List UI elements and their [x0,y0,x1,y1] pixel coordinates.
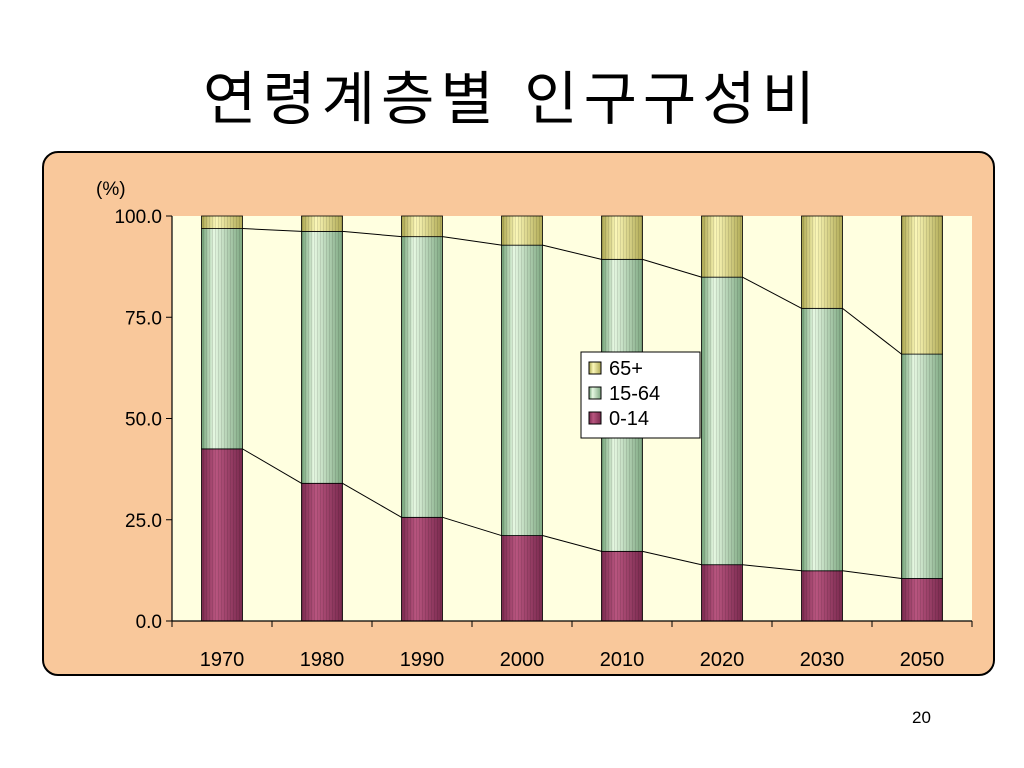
legend-label-65+: 65+ [609,358,643,380]
legend-swatch-65+ [588,361,602,375]
x-tick-label-1980: 1980 [300,649,345,671]
connector-line [642,550,702,566]
connector-line [542,535,602,552]
x-tick-label-2030: 2030 [800,649,845,671]
connector-line [242,448,302,484]
x-tick-label-2010: 2010 [600,649,645,671]
bar-65+-2050 [901,215,943,355]
connector-line [842,570,902,579]
bar-1564-2020 [701,276,743,566]
y-tick-label: 75.0 [125,308,162,329]
bar-014-2000 [501,535,543,622]
bar-65+-2000 [501,215,543,246]
connector-line [642,258,702,278]
bar-014-2030 [801,570,843,622]
y-tick-label: 25.0 [125,511,162,532]
bar-014-1970 [201,448,243,622]
legend-label-1564: 15-64 [609,383,660,405]
chart-frame: 0.0 25.0 50.0 75.0 100.0 1970 1980 1990 2000 2010… [42,151,995,676]
bar-014-2010 [601,550,643,622]
connector-line [442,236,502,246]
connector-line [742,564,802,572]
x-tick-label-2020: 2020 [700,649,745,671]
bar-1564-2050 [901,353,943,579]
x-tick-label-2050: 2050 [900,649,945,671]
connector-line [342,230,402,238]
legend-swatch-1564 [588,386,602,400]
bar-65+-1990 [401,215,443,238]
bar-1564-1970 [201,228,243,450]
connector-line [842,307,902,355]
x-tick-label-1990: 1990 [400,649,445,671]
x-tick-label-2000: 2000 [500,649,545,671]
connector-line [242,228,302,232]
bar-1564-1990 [401,236,443,518]
bar-65+-2030 [801,215,843,309]
bar-65+-2020 [701,215,743,278]
bar-014-1980 [301,482,343,622]
bar-1564-2030 [801,307,843,572]
bar-65+-1970 [201,215,243,229]
y-tick-label: 0.0 [136,612,162,633]
y-unit-label: (%) [96,179,126,200]
connector-line [542,244,602,260]
bar-65+-1980 [301,215,343,232]
legend: 65+ 15-64 0-14 [580,351,701,439]
page-number: 20 [912,708,931,727]
population-structure-chart: 0.0 25.0 50.0 75.0 100.0 1970 1980 1990 2000 2010… [96,179,973,671]
x-tick-label-1970: 1970 [200,649,245,671]
bar-1564-2000 [501,244,543,536]
connector-line [342,482,402,518]
bar-014-2020 [701,564,743,622]
plot-area [172,216,972,621]
y-tick-label: 50.0 [125,410,162,431]
bar-1564-1980 [301,230,343,484]
legend-label-014: 0-14 [609,408,649,430]
slide-title: 연령계층별 인구구성비 [202,65,822,133]
connector-line [442,516,502,537]
y-tick-label: 100.0 [114,207,162,228]
bar-014-2050 [901,578,943,622]
bar-65+-2010 [601,215,643,260]
connector-line [742,276,802,309]
legend-swatch-014 [588,411,602,425]
bar-014-1990 [401,516,443,622]
